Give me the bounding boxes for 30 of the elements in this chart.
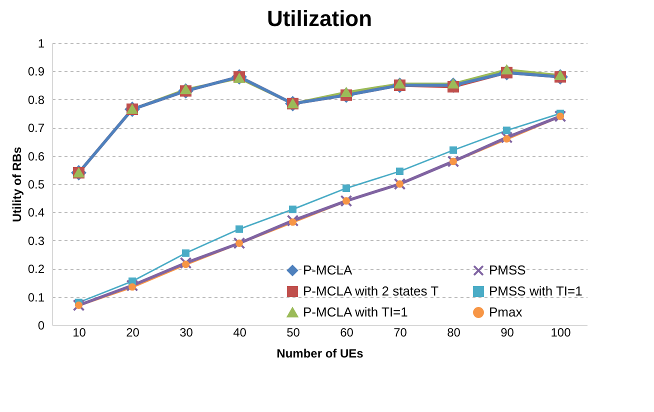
x-tick-label: 10 (72, 326, 86, 340)
x-tick-label: 100 (550, 326, 572, 340)
y-tick-label: 0.5 (28, 178, 45, 192)
y-tick-label: 1 (38, 36, 45, 50)
legend-label: P-MCLA with TI=1 (303, 304, 408, 320)
legend-label: Pmax (489, 304, 523, 320)
x-tick-label: 50 (286, 326, 300, 340)
y-tick-label: 0.1 (28, 290, 45, 304)
chart-title: Utilization (266, 6, 372, 31)
x-tick-label: 40 (233, 326, 247, 340)
y-tick-label: 0.7 (28, 121, 45, 136)
y-tick-label: 0.8 (28, 92, 45, 107)
legend-label: P-MCLA with 2 states T (303, 284, 439, 298)
x-tick-label: 30 (180, 326, 194, 340)
x-tick-label: 80 (447, 326, 461, 340)
x-tick-label: 60 (340, 326, 354, 340)
legend-label: PMSS with TI=1 (489, 284, 582, 298)
y-tick-label: 0 (38, 318, 45, 332)
y-axis-title: Utility of RBs (10, 146, 24, 222)
legend-label: PMSS (489, 262, 526, 278)
y-tick-label: 0.6 (28, 149, 45, 164)
x-tick-label: 20 (126, 326, 140, 340)
y-tick-label: 0.3 (28, 234, 45, 248)
x-tick-label: 70 (394, 326, 408, 340)
x-axis-title: Number of UEs (276, 346, 364, 360)
y-tick-label: 0.2 (28, 262, 45, 276)
legend-label: P-MCLA (303, 262, 352, 278)
x-tick-label: 90 (500, 326, 514, 340)
y-tick-label: 0.4 (28, 206, 45, 220)
y-tick-label: 0.9 (28, 64, 45, 79)
